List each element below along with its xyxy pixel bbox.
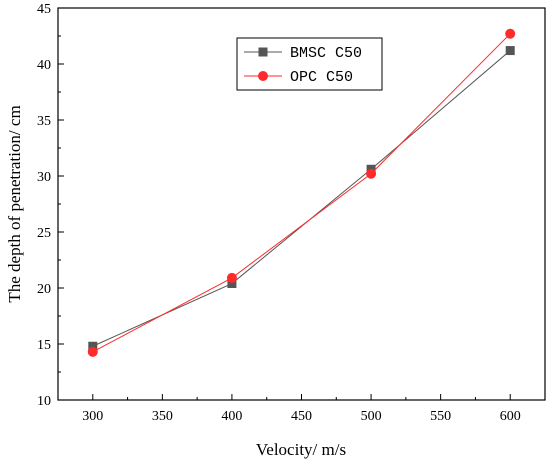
y-tick-label: 40 <box>37 58 51 73</box>
y-tick-label: 15 <box>37 338 51 353</box>
y-tick-label: 35 <box>37 114 51 129</box>
x-axis-title: Velocity/ m/s <box>256 440 346 459</box>
data-point <box>87 346 98 357</box>
legend-item: BMSC C50 <box>244 45 362 62</box>
legend-marker <box>258 47 268 57</box>
x-tick-label: 350 <box>152 409 173 424</box>
series-line <box>92 33 511 353</box>
legend-box <box>236 37 383 91</box>
y-tick-label: 20 <box>37 282 51 297</box>
data-point <box>366 168 377 179</box>
legend-label: BMSC C50 <box>290 45 362 62</box>
series-layer <box>87 28 516 357</box>
legend: BMSC C50 OPC C50 <box>236 37 383 91</box>
y-tick-label: 10 <box>37 394 51 409</box>
x-tick-label: 450 <box>291 409 312 424</box>
x-tick-label: 300 <box>82 409 103 424</box>
data-point <box>88 341 98 351</box>
x-tick-label: 500 <box>361 409 382 424</box>
series-0 <box>88 46 515 351</box>
x-tick-label: 600 <box>500 409 521 424</box>
series-1 <box>87 28 516 357</box>
plot-frame <box>57 7 546 401</box>
data-point <box>226 272 237 283</box>
legend-item: OPC C50 <box>244 69 353 86</box>
legend-items: BMSC C50 OPC C50 <box>244 45 362 86</box>
y-tick-label: 45 <box>37 2 51 17</box>
series-line <box>92 50 511 347</box>
x-tick-label: 550 <box>430 409 451 424</box>
data-point <box>227 279 237 289</box>
legend-marker <box>258 71 268 81</box>
legend-label: OPC C50 <box>290 69 353 86</box>
y-tick-label: 30 <box>37 170 51 185</box>
data-point <box>505 28 516 39</box>
y-axis-title: The depth of penetration/ cm <box>5 105 24 302</box>
y-tick-label: 25 <box>37 226 51 241</box>
x-tick-label: 400 <box>221 409 242 424</box>
data-point <box>505 46 515 56</box>
